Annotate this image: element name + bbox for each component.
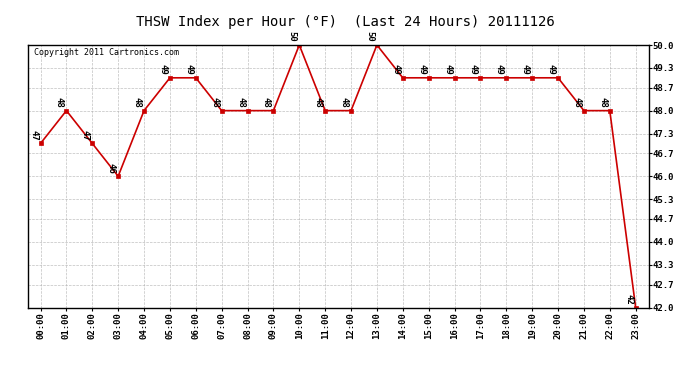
Text: Copyright 2011 Cartronics.com: Copyright 2011 Cartronics.com [34, 48, 179, 57]
Text: 49: 49 [495, 64, 504, 75]
Text: 49: 49 [391, 64, 400, 75]
Text: THSW Index per Hour (°F)  (Last 24 Hours) 20111126: THSW Index per Hour (°F) (Last 24 Hours)… [136, 15, 554, 29]
Text: 48: 48 [339, 97, 348, 108]
Text: 46: 46 [107, 163, 116, 174]
Text: 49: 49 [184, 64, 193, 75]
Text: 48: 48 [314, 97, 323, 108]
Text: 48: 48 [55, 97, 64, 108]
Text: 48: 48 [132, 97, 141, 108]
Text: 49: 49 [546, 64, 555, 75]
Text: 42: 42 [624, 294, 633, 305]
Text: 49: 49 [521, 64, 530, 75]
Text: 48: 48 [236, 97, 245, 108]
Text: 47: 47 [81, 130, 90, 141]
Text: 50: 50 [366, 32, 375, 42]
Text: 48: 48 [262, 97, 271, 108]
Text: 49: 49 [417, 64, 426, 75]
Text: 49: 49 [443, 64, 452, 75]
Text: 48: 48 [598, 97, 607, 108]
Text: 48: 48 [573, 97, 582, 108]
Text: 48: 48 [210, 97, 219, 108]
Text: 50: 50 [288, 32, 297, 42]
Text: 49: 49 [159, 64, 168, 75]
Text: 49: 49 [469, 64, 478, 75]
Text: 47: 47 [29, 130, 38, 141]
